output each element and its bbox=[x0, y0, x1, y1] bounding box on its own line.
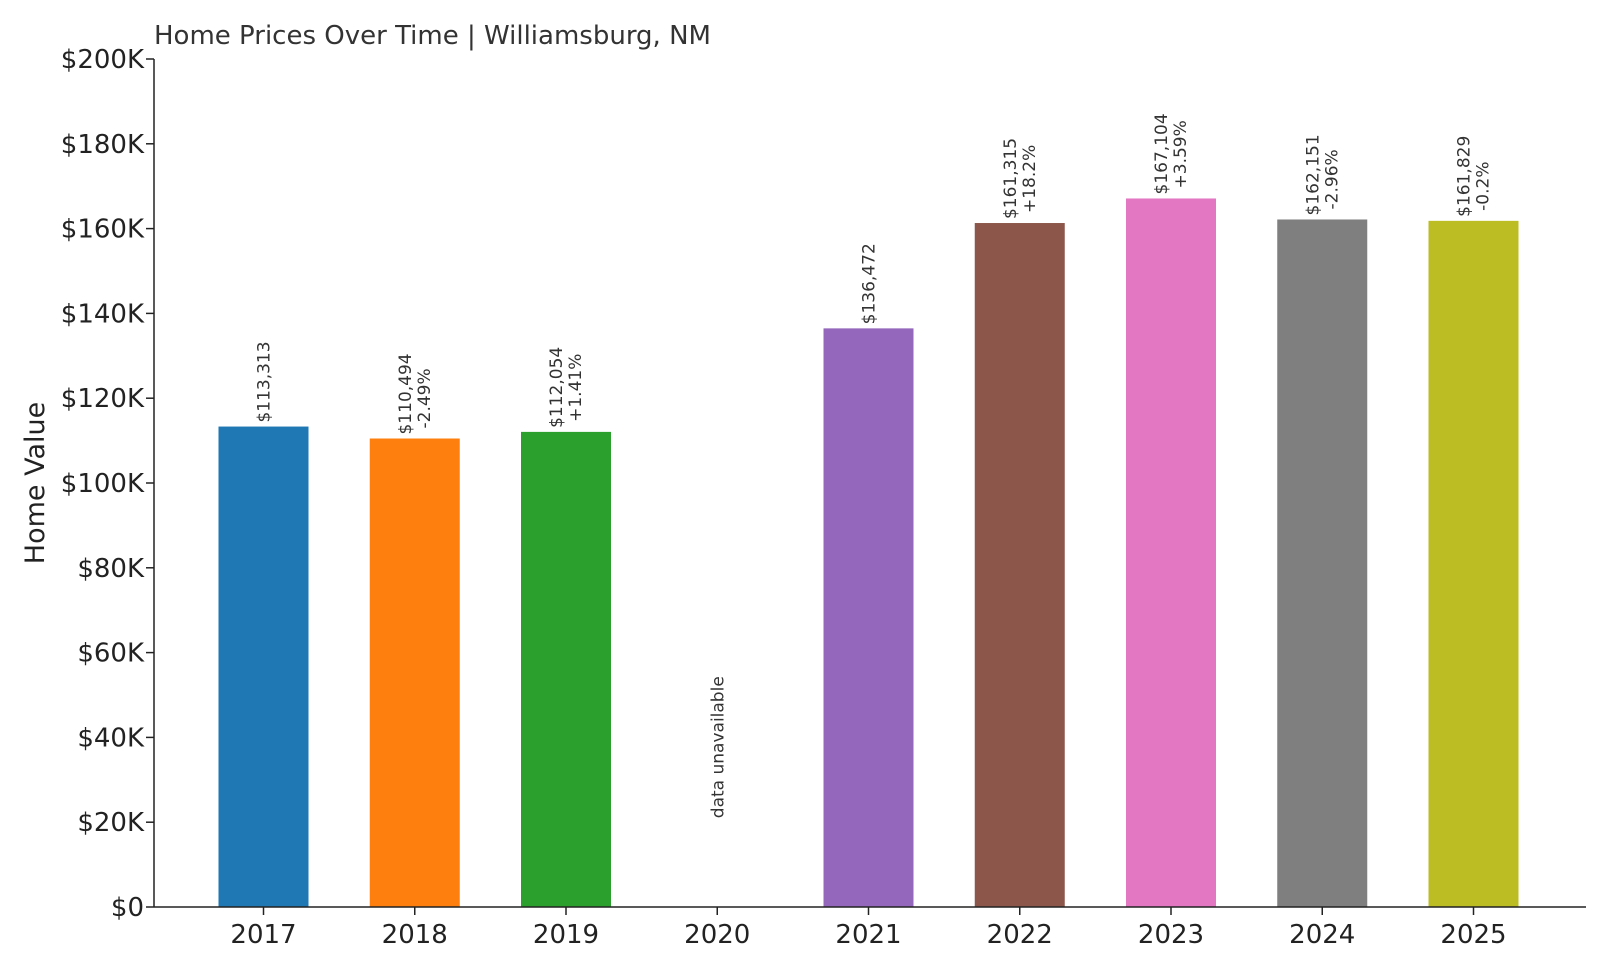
bar-labels: $113,313 $110,494 -2.49% $112,054 +1.41% data… bbox=[255, 113, 1494, 818]
bar-2024 bbox=[1277, 219, 1368, 908]
value-label-2024: $162,151 bbox=[1303, 134, 1323, 215]
y-tick-label: $200K bbox=[61, 45, 145, 75]
bar-2025 bbox=[1428, 220, 1519, 908]
y-tick-label: $140K bbox=[61, 299, 145, 329]
bar-2017 bbox=[218, 426, 309, 907]
change-label-2022: +18.2% bbox=[1020, 145, 1040, 213]
y-tick-label: $20K bbox=[77, 808, 145, 838]
y-tick-label: $120K bbox=[61, 384, 145, 414]
y-axis-label: Home Value bbox=[20, 402, 51, 564]
y-tick-label: $180K bbox=[61, 130, 145, 160]
bars bbox=[218, 198, 1519, 908]
value-label-2022: $161,315 bbox=[1001, 138, 1021, 219]
x-tick-label-2018: 2018 bbox=[382, 920, 448, 950]
value-label-2019: $112,054 bbox=[547, 347, 567, 428]
bar-2022 bbox=[974, 223, 1065, 907]
value-label-2023: $167,104 bbox=[1152, 113, 1172, 194]
x-axis-ticks: 2017 2018 2019 2020 2021 2022 2023 2024 2025 bbox=[230, 907, 1507, 950]
y-tick-label: $60K bbox=[77, 639, 145, 669]
x-tick-label-2017: 2017 bbox=[230, 920, 296, 950]
x-tick-label-2024: 2024 bbox=[1289, 920, 1355, 950]
change-label-2024: -2.96% bbox=[1322, 149, 1342, 209]
y-tick-label: $80K bbox=[77, 554, 145, 584]
value-label-2021: $136,472 bbox=[860, 243, 880, 324]
change-label-2023: +3.59% bbox=[1171, 120, 1191, 188]
x-tick-label-2021: 2021 bbox=[835, 920, 901, 950]
value-label-2017: $113,313 bbox=[255, 341, 275, 422]
bar-2021 bbox=[823, 328, 914, 907]
missing-data-label: data unavailable bbox=[708, 676, 728, 818]
y-tick-label: $160K bbox=[61, 215, 145, 245]
chart-title: Home Prices Over Time | Williamsburg, NM bbox=[154, 21, 711, 51]
y-tick-label: $100K bbox=[61, 469, 145, 499]
value-label-2018: $110,494 bbox=[396, 353, 416, 434]
value-label-2025: $161,829 bbox=[1455, 136, 1475, 217]
y-tick-label: $0 bbox=[111, 893, 144, 923]
change-label-2018: -2.49% bbox=[415, 368, 435, 428]
x-tick-label-2023: 2023 bbox=[1138, 920, 1204, 950]
bar-2019 bbox=[521, 431, 611, 907]
y-axis-ticks: $0 $20K $40K $60K $80K $100K $120K $140K $160K $1… bbox=[61, 45, 154, 923]
x-tick-label-2019: 2019 bbox=[533, 920, 599, 950]
x-tick-label-2022: 2022 bbox=[987, 920, 1053, 950]
bar-2023 bbox=[1126, 198, 1216, 908]
x-tick-label-2025: 2025 bbox=[1440, 920, 1506, 950]
change-label-2025: -0.2% bbox=[1474, 162, 1494, 211]
x-tick-label-2020: 2020 bbox=[684, 920, 750, 950]
bar-2018 bbox=[369, 438, 460, 907]
change-label-2019: +1.41% bbox=[566, 354, 586, 422]
y-tick-label: $40K bbox=[77, 723, 145, 753]
